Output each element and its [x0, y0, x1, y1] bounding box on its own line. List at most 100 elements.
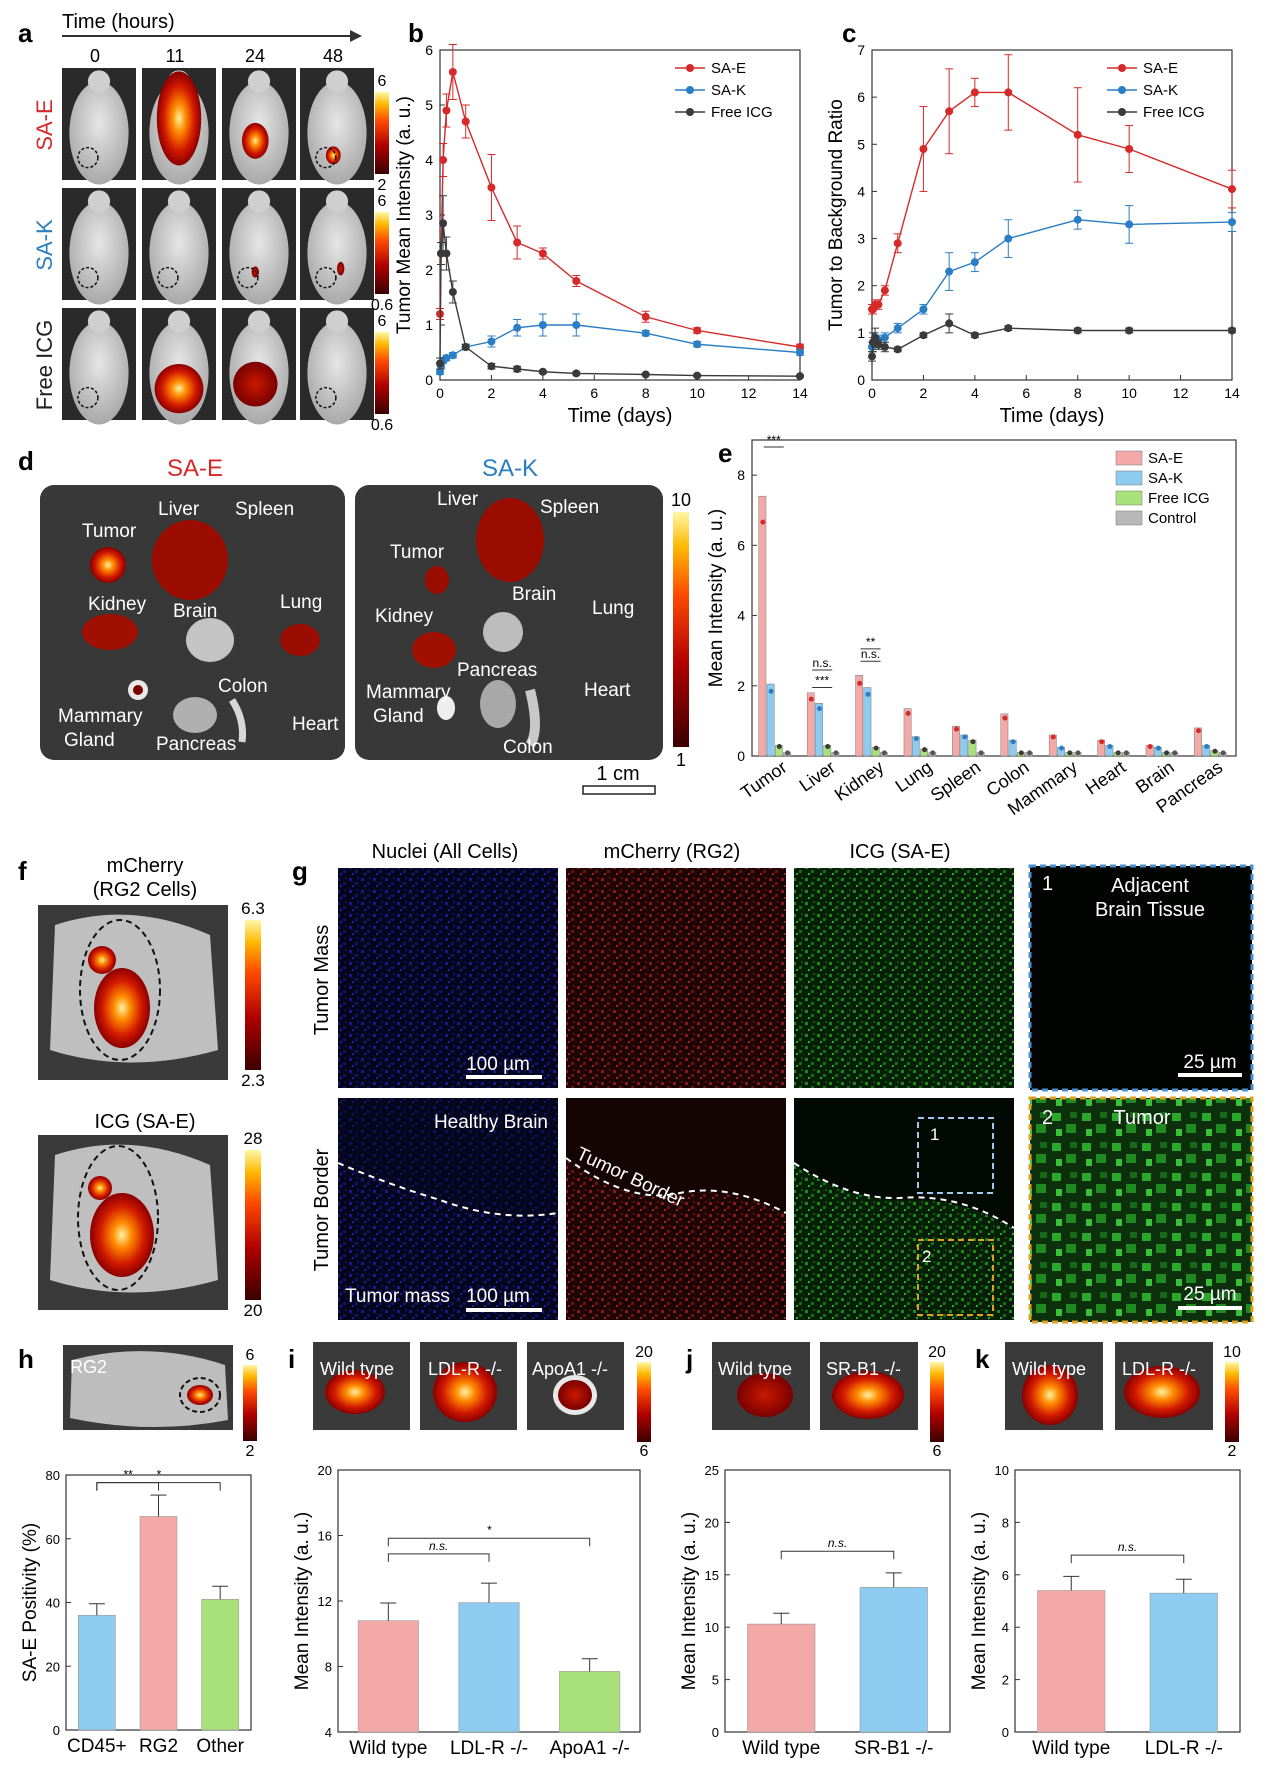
bar-e	[758, 495, 767, 757]
col-title-nuclei: Nuclei (All Cells)	[372, 841, 519, 863]
scalebar-25um-inset1-label: 25 µm	[1183, 1052, 1236, 1073]
sig-bracket-i	[387, 1553, 490, 1562]
panel-f-bottom-title: ICG (SA-E)	[94, 1111, 195, 1133]
xtick-label-b: 10	[689, 385, 705, 401]
mouse-signal-0-2	[241, 122, 269, 159]
sig-bracket-j	[780, 1550, 895, 1560]
tumor-circle-2-3	[315, 386, 337, 409]
sig-bracket-i	[387, 1537, 591, 1547]
label-d-right-pancreas: Pancreas	[457, 660, 537, 681]
ytick-label-j: 10	[705, 1620, 719, 1635]
data-point-b	[641, 329, 650, 338]
sig-bracket-h	[96, 1482, 221, 1491]
image-label-srb1-j: SR-B1 -/-	[826, 1359, 901, 1379]
ytick-label-h: 40	[46, 1596, 60, 1611]
ytick-label-c: 4	[857, 183, 865, 199]
data-point-b	[513, 323, 522, 332]
mouse-head-2-1	[167, 310, 191, 333]
category-label-h: CD45+	[67, 1736, 127, 1757]
sig-label-i: *	[487, 1523, 492, 1537]
colorbar-f-bottom-max: 28	[244, 1129, 263, 1148]
panel-h: h RG2 6 2	[18, 1344, 257, 1460]
xtick-label-b: 2	[488, 385, 496, 401]
sig-label-h: *	[156, 1468, 161, 1482]
signal-srb1-j	[832, 1371, 904, 1419]
data-point-c	[970, 88, 979, 97]
data-point-c	[1073, 130, 1082, 139]
dot-e	[1123, 750, 1129, 756]
scalebar-25um-inset2	[1178, 1306, 1242, 1310]
tumor-outline-mcherry	[79, 919, 161, 1061]
panel-letter-d: d	[18, 446, 34, 476]
legend-swatch-e	[1115, 450, 1143, 466]
roi-label-1: 1	[930, 1125, 939, 1144]
colorbar-f-top	[245, 920, 261, 1070]
ytick-label-i: 8	[325, 1660, 332, 1675]
tumor-circle-2-0	[77, 386, 99, 409]
dot-e	[1075, 750, 1081, 756]
ytick-label-j: 25	[705, 1463, 719, 1478]
data-point-c	[874, 300, 883, 309]
data-point-b	[487, 337, 496, 346]
micrograph-mcherry-mass	[566, 868, 786, 1088]
legend-label-c: SA-K	[1143, 82, 1178, 99]
legend-marker-b	[686, 108, 694, 116]
legend-label-e: Free ICG	[1148, 490, 1210, 507]
tumor-circle-0-3	[315, 146, 337, 169]
sig-label-j: n.s.	[828, 1536, 847, 1550]
scalebar-100um-border	[466, 1308, 542, 1312]
xtick-label-c: 12	[1173, 385, 1189, 401]
ylabel-j: Mean Intensity (a. u.)	[679, 1512, 700, 1690]
data-point-b	[448, 351, 457, 360]
ytick-label-c: 7	[857, 42, 865, 58]
tumor-circle-1-2	[237, 266, 259, 289]
mouse-signal-2-2	[233, 361, 278, 407]
dot-e	[1147, 744, 1153, 750]
scalebar-100um-border-label: 100 µm	[466, 1286, 530, 1307]
ytick-label-c: 0	[857, 372, 865, 388]
dot-e	[1099, 739, 1105, 745]
organ-brain-sak	[483, 612, 523, 652]
signal-icg-2	[90, 1193, 154, 1277]
data-point-b	[538, 321, 547, 329]
organ-kidney-sae	[82, 614, 138, 650]
legend-marker-b	[686, 64, 694, 72]
data-point-b	[641, 312, 650, 321]
plot-frame-k	[1014, 1469, 1241, 1733]
dot-e	[1018, 750, 1024, 756]
bar-h	[78, 1614, 116, 1731]
ytick-label-k: 8	[1002, 1515, 1009, 1530]
sig-label-i: n.s.	[429, 1539, 448, 1553]
dot-e	[1195, 728, 1201, 734]
ytick-label-k: 10	[995, 1463, 1009, 1478]
data-point-b	[796, 343, 804, 351]
dot-e	[873, 745, 879, 751]
ytick-label-c: 5	[857, 136, 865, 152]
sig-label-h: **	[123, 1468, 133, 1482]
colorbar-f-top-min: 2.3	[241, 1071, 265, 1090]
data-point-c	[919, 145, 928, 153]
label-d-left-pancreas: Pancreas	[156, 734, 236, 755]
colorbar-a2-min: 0.6	[371, 297, 393, 314]
colorbar-d	[673, 512, 689, 747]
category-label-e: Kidney	[831, 757, 888, 805]
colorbar-a1-max: 6	[378, 73, 387, 90]
panel-g: g Nuclei (All Cells) mCherry (RG2) ICG (…	[292, 841, 1254, 1324]
bar-i	[559, 1671, 621, 1733]
mouse-body-0-0	[69, 81, 129, 185]
ylabel-e: Mean Intensity (a. u.)	[706, 509, 727, 687]
mouse-body-0-3	[307, 81, 367, 185]
legend-label-e: SA-E	[1148, 450, 1183, 467]
data-point-b	[693, 340, 702, 349]
signal-mcherry-2	[94, 968, 150, 1048]
mouse-body-1-3	[307, 201, 367, 305]
legend-marker-c	[1118, 108, 1126, 116]
xtick-label-b: 14	[792, 385, 808, 401]
data-point-c	[1228, 326, 1236, 335]
legend-label-e: SA-K	[1148, 470, 1183, 487]
label-d-left-mammary: Mammary	[58, 706, 143, 727]
label-d-left-kidney: Kidney	[88, 594, 147, 615]
organ-colon-sak	[525, 688, 540, 748]
bar-h	[139, 1516, 178, 1731]
sig-bracket-k	[1070, 1554, 1185, 1564]
